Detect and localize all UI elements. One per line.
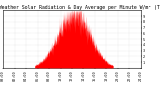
Title: Milwaukee Weather Solar Radiation & Day Average per Minute W/m² (Today): Milwaukee Weather Solar Radiation & Day … <box>0 5 160 10</box>
